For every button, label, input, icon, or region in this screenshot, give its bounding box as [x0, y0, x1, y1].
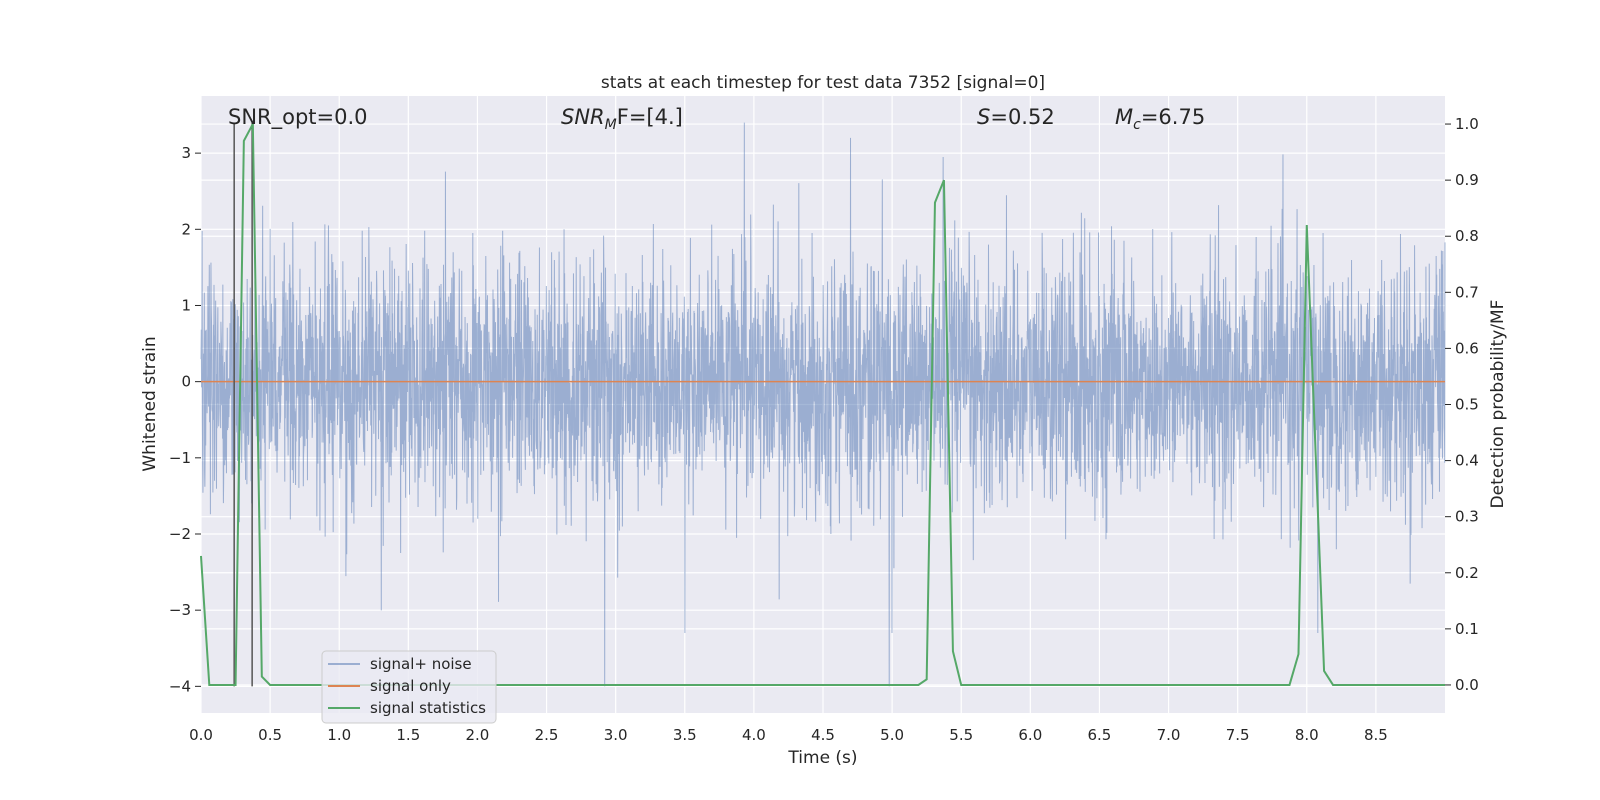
mc-main: M [1115, 105, 1133, 129]
x-tick-label: 2.5 [535, 726, 559, 744]
x-tick-label: 2.0 [466, 726, 490, 744]
y-tick-label-right: 0.1 [1455, 620, 1479, 638]
y-tick-label-right: 0.5 [1455, 396, 1479, 414]
y-tick-label-right: 0.6 [1455, 339, 1479, 357]
x-tick-label: 4.5 [811, 726, 835, 744]
x-tick-label: 6.0 [1018, 726, 1042, 744]
signal-noise-series [200, 122, 1446, 687]
mc-rest: =6.75 [1141, 105, 1205, 129]
legend-box [321, 650, 497, 724]
chart-title: stats at each timestep for test data 735… [601, 73, 1045, 93]
x-tick-label: 7.0 [1157, 726, 1181, 744]
annotation-snr-mf: SNRMF=[4.] [561, 105, 683, 133]
s-rest: =0.52 [990, 105, 1054, 129]
x-tick-label: 3.5 [673, 726, 697, 744]
y-tick-label-right: 0.9 [1455, 171, 1479, 189]
vertical-markers [233, 122, 253, 687]
legend: signal+ noise signal only signal statist… [321, 650, 497, 724]
annotation-snr-opt: SNR_opt=0.0 [228, 105, 368, 130]
annotation-mc: Mc=6.75 [1115, 105, 1205, 133]
legend-label-signal-noise: signal+ noise [370, 655, 472, 673]
x-tick-label: 1.5 [396, 726, 420, 744]
y-tick-label-left: −3 [169, 601, 191, 619]
x-tick-label: 0.0 [189, 726, 213, 744]
y-tick-label-left: 2 [181, 220, 191, 238]
signal-noise-line [200, 122, 1446, 687]
y-axis-label-left: Whitened strain [140, 336, 160, 471]
y-tick-label-right: 0.2 [1455, 564, 1479, 582]
x-tick-label: 0.5 [258, 726, 282, 744]
y-tick-label-right: 1.0 [1455, 115, 1479, 133]
snr-mf-main: SNR [561, 105, 605, 129]
y-tick-label-right: 0.4 [1455, 452, 1479, 470]
signal-statistics-series [200, 120, 1445, 686]
y-tick-label-right: 0.8 [1455, 227, 1479, 245]
annotation-s: S=0.52 [977, 105, 1055, 129]
y-axis-label-right: Detection probability/MF [1488, 300, 1508, 509]
snr-mf-rest: F=[4.] [617, 105, 683, 129]
y-tick-label-right: 0.3 [1455, 508, 1479, 526]
s-main: S [977, 105, 990, 129]
x-tick-label: 5.0 [880, 726, 904, 744]
y-tick-label-left: 0 [181, 373, 191, 391]
y-tick-label-left: −2 [169, 525, 191, 543]
x-tick-label: 8.0 [1295, 726, 1319, 744]
x-tick-label: 1.0 [327, 726, 351, 744]
x-tick-label: 8.5 [1364, 726, 1388, 744]
tick-labels: 0.0 0.5 1.0 1.5 2.0 2.5 3.0 3.5 4.0 4.5 5.0 5.5 6.0 6… [169, 115, 1479, 744]
x-tick-label: 4.0 [742, 726, 766, 744]
y-tick-label-left: 1 [181, 296, 191, 314]
mc-sub: c [1133, 117, 1141, 133]
y-tick-label-left: −1 [169, 449, 191, 467]
y-tick-label-right: 0.0 [1455, 676, 1479, 694]
tick-marks [195, 123, 1451, 687]
x-tick-label: 6.5 [1088, 726, 1112, 744]
x-tick-label: 5.5 [949, 726, 973, 744]
x-tick-label: 3.0 [604, 726, 628, 744]
legend-label-signal-statistics: signal statistics [370, 699, 486, 717]
snr-mf-sub: M [605, 117, 617, 133]
x-axis-label: Time (s) [787, 748, 857, 768]
y-tick-label-left: 3 [181, 144, 191, 162]
y-tick-label-left: −4 [169, 677, 191, 695]
signal-statistics-line [200, 120, 1445, 686]
x-tick-label: 7.5 [1226, 726, 1250, 744]
legend-label-signal-only: signal only [370, 677, 451, 695]
y-tick-label-right: 0.7 [1455, 283, 1479, 301]
